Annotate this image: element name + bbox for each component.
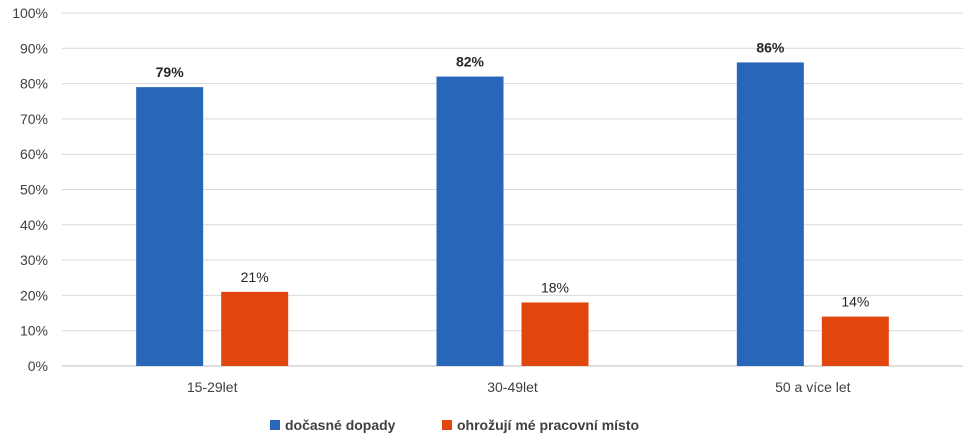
bar-series-1-cat-1 xyxy=(136,87,204,366)
data-label: 82% xyxy=(456,54,485,70)
y-tick-label: 10% xyxy=(20,323,48,339)
y-tick-label: 90% xyxy=(20,40,48,56)
bar-series-1-cat-3 xyxy=(736,62,804,367)
bar-series-2-cat-1 xyxy=(221,291,289,366)
data-label: 14% xyxy=(841,294,869,310)
data-label: 21% xyxy=(241,269,269,285)
bar-series-2-cat-2 xyxy=(521,302,589,366)
data-label: 86% xyxy=(756,39,785,55)
x-tick-label: 30-49let xyxy=(487,379,538,395)
x-axis-categories: 15-29let 30-49let 50 a více let xyxy=(187,379,851,395)
legend-label: dočasné dopady xyxy=(285,417,396,433)
y-tick-label: 30% xyxy=(20,252,48,268)
y-tick-label: 70% xyxy=(20,111,48,127)
y-tick-label: 100% xyxy=(12,5,48,21)
y-tick-label: 0% xyxy=(28,358,48,374)
legend-swatch xyxy=(442,420,452,430)
data-labels: 79% 21% 82% 18% 86% 14% xyxy=(156,39,870,309)
y-tick-label: 60% xyxy=(20,146,48,162)
data-label: 18% xyxy=(541,279,569,295)
y-tick-label: 40% xyxy=(20,217,48,233)
gridlines xyxy=(62,12,963,367)
bar-series-1-cat-2 xyxy=(436,76,504,366)
data-label: 79% xyxy=(156,64,185,80)
y-axis-ticks: 0% 10% 20% 30% 40% 50% 60% 70% 80% 90% 100% xyxy=(12,5,48,374)
y-tick-label: 80% xyxy=(20,76,48,92)
bar-series-2-cat-3 xyxy=(821,316,889,366)
legend: dočasné dopady ohrožují mé pracovní místo xyxy=(270,417,639,433)
x-tick-label: 15-29let xyxy=(187,379,238,395)
y-tick-label: 50% xyxy=(20,182,48,198)
y-tick-label: 20% xyxy=(20,287,48,303)
legend-label: ohrožují mé pracovní místo xyxy=(457,417,639,433)
bars xyxy=(136,62,889,367)
x-tick-label: 50 a více let xyxy=(775,379,851,395)
legend-swatch xyxy=(270,420,280,430)
